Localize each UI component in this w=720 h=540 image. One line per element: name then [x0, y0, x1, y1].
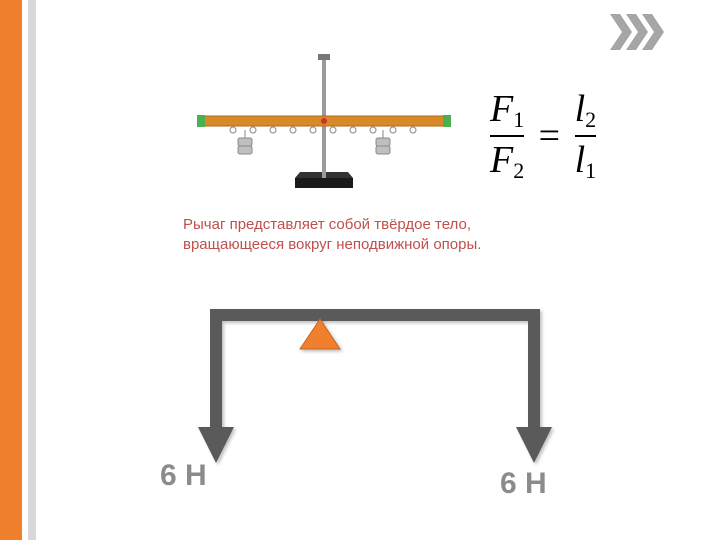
formula-numerator-left: F1 [490, 88, 524, 130]
slide-accent-grey [28, 0, 36, 540]
right-force-label: 6 Н [500, 467, 547, 500]
slide: F1 F2 = l2 l1 [0, 0, 720, 540]
formula-numerator-right: l2 [575, 88, 597, 130]
chevron-right-icon [610, 14, 670, 50]
formula-denominator-right: l1 [575, 139, 597, 181]
left-force-label: 6 Н [160, 459, 207, 492]
lever-photo [183, 38, 465, 198]
caption-text: Рычаг представляет собой твёрдое тело, в… [183, 215, 493, 256]
lever-formula: F1 F2 = l2 l1 [490, 90, 690, 182]
slide-accent-bar [0, 0, 22, 540]
formula-denominator-left: F2 [490, 139, 524, 181]
formula-equals: = [529, 114, 570, 158]
lever-force-diagram: 6 Н 6 Н [150, 285, 590, 515]
